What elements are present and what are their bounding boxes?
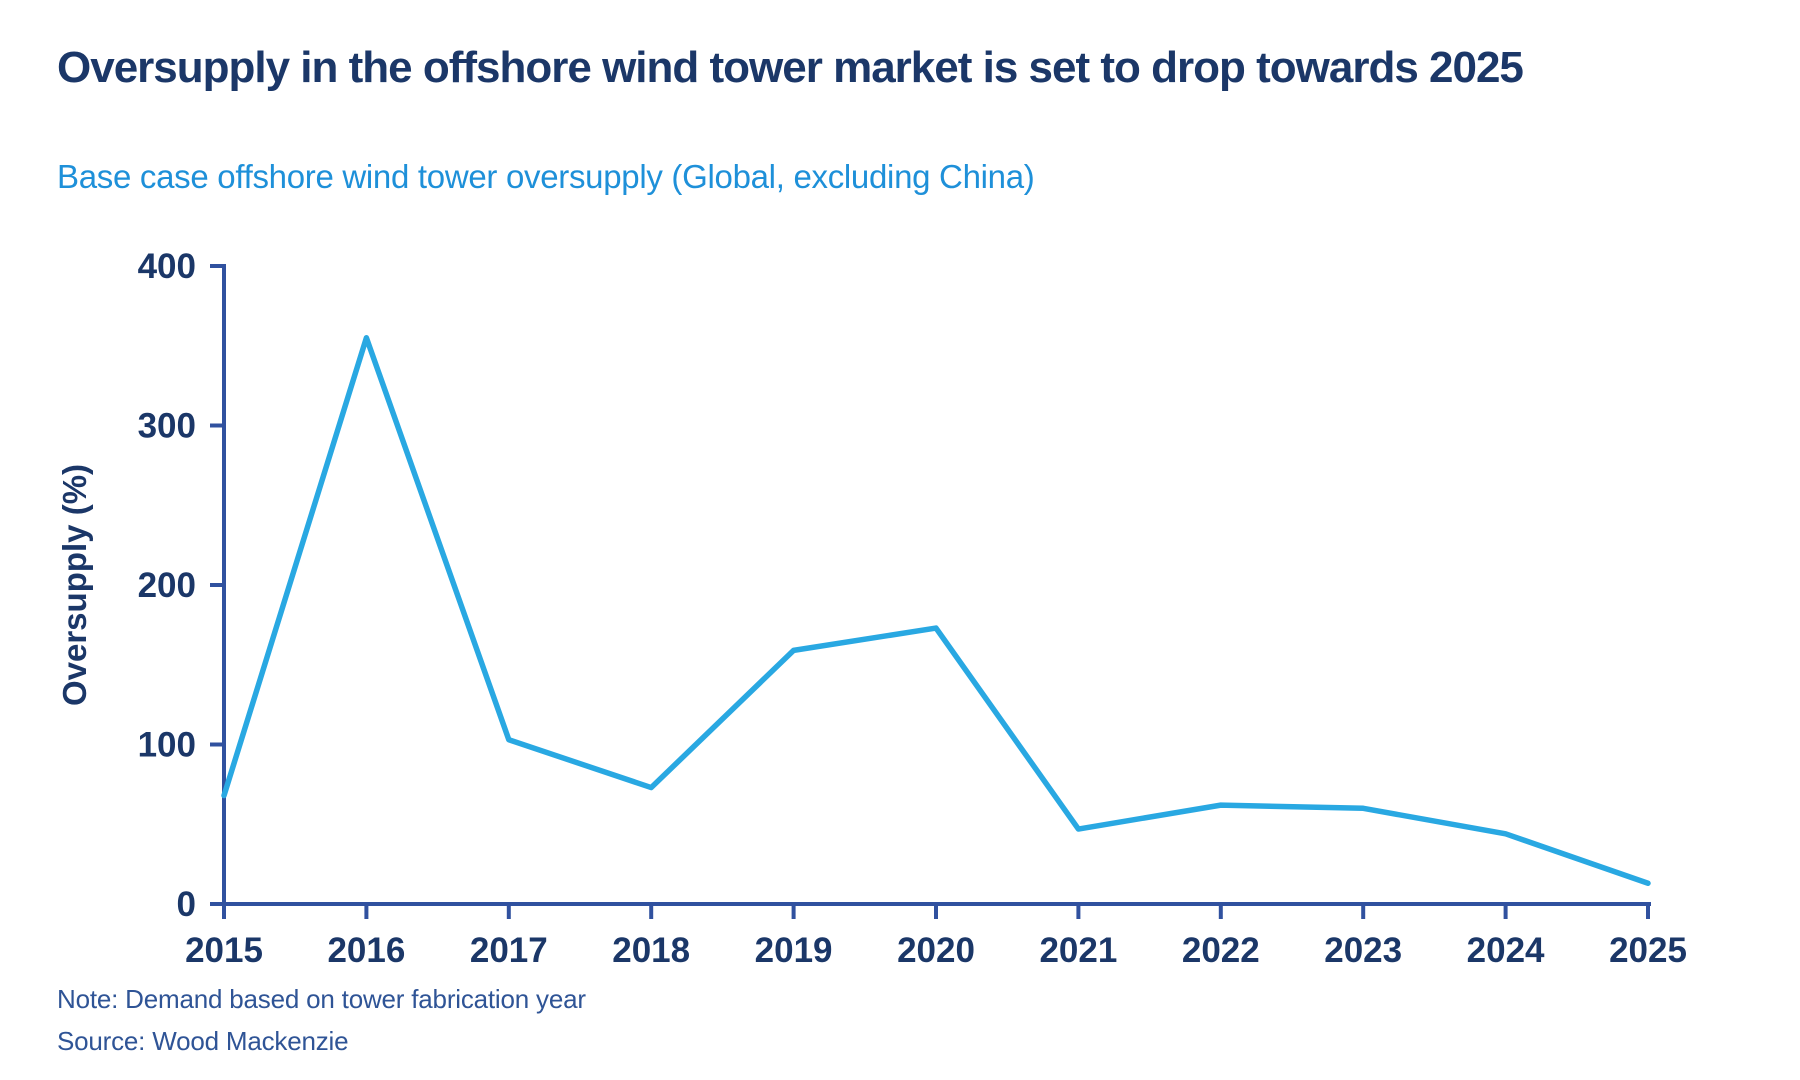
chart-note: Note: Demand based on tower fabrication … (57, 984, 586, 1014)
x-tick-label: 2019 (755, 931, 833, 970)
y-axis-title: Oversupply (%) (56, 464, 93, 706)
x-tick-label: 2023 (1324, 931, 1402, 970)
x-tick-label: 2015 (185, 931, 263, 970)
page-title: Oversupply in the offshore wind tower ma… (57, 43, 1524, 92)
x-tick-label: 2020 (897, 931, 975, 970)
x-tick-label: 2024 (1467, 931, 1545, 970)
x-tick-label: 2016 (327, 931, 405, 970)
x-tick-label: 2021 (1039, 931, 1117, 970)
y-tick-label: 100 (138, 726, 196, 765)
y-tick-label: 0 (177, 885, 196, 924)
data-series-line (221, 335, 1651, 887)
y-tick-label: 300 (138, 407, 196, 446)
chart-source: Source: Wood Mackenzie (57, 1026, 349, 1056)
y-tick-label: 400 (138, 247, 196, 286)
x-tick-label: 2022 (1182, 931, 1260, 970)
chart-subtitle: Base case offshore wind tower oversupply… (57, 158, 1035, 195)
x-tick-label: 2025 (1609, 931, 1687, 970)
y-tick-label: 200 (138, 566, 196, 605)
x-tick-label: 2017 (470, 931, 548, 970)
x-tick-label: 2018 (612, 931, 690, 970)
